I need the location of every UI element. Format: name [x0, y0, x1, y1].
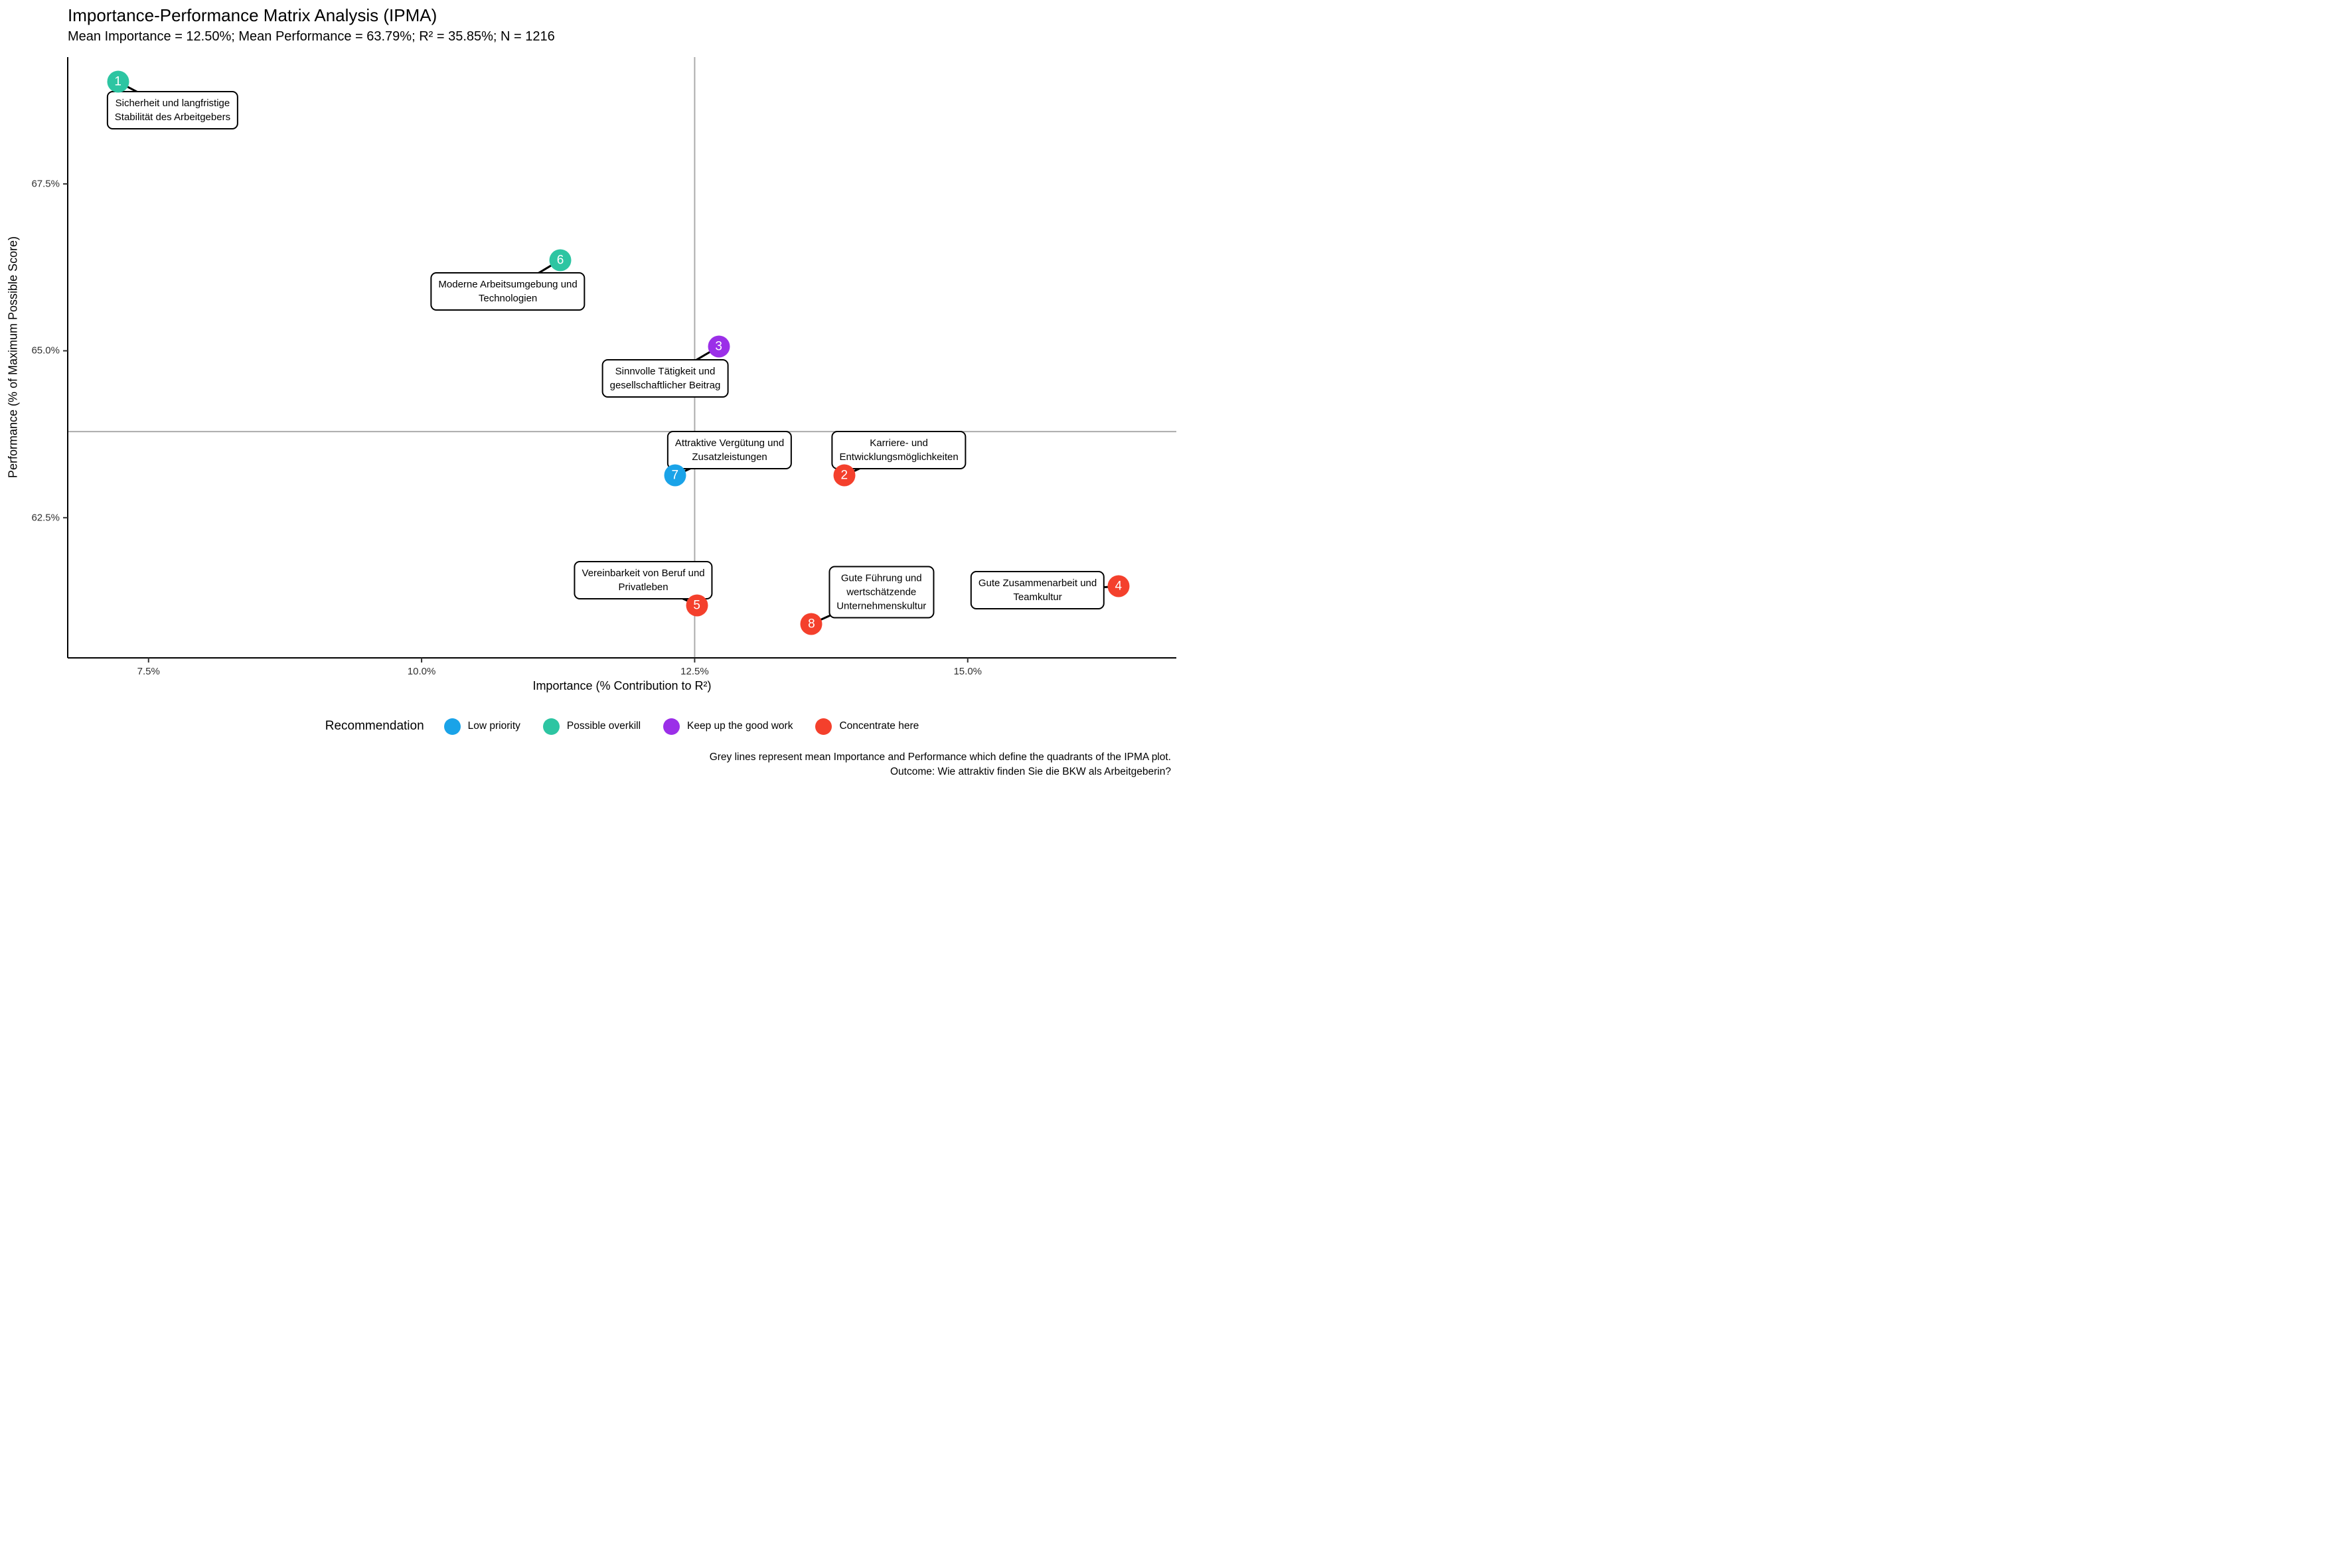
point-label-text: Entwicklungsmöglichkeiten: [839, 451, 959, 463]
legend: Recommendation Low priority Possible over…: [68, 714, 1176, 738]
point-label-2: Karriere- und Entwicklungsmöglichkeiten: [831, 431, 967, 470]
point-label-6: Moderne Arbeitsumgebung und Technologien: [430, 272, 586, 311]
point-label-7: Attraktive Vergütung und Zusatzleistungen: [666, 431, 793, 470]
ipma-chart: Importance-Performance Matrix Analysis (…: [0, 0, 1176, 784]
y-tick-label: 62.5%: [31, 512, 60, 524]
chart-subtitle: Mean Importance = 12.50%; Mean Performan…: [68, 29, 555, 44]
data-point-3: 3: [708, 335, 730, 358]
point-label-text: gesellschaftlicher Beitrag: [609, 379, 721, 391]
x-tick-label: 15.0%: [953, 666, 982, 677]
point-label-text: Gute Führung und: [840, 572, 922, 584]
legend-item-label: Keep up the good work: [687, 720, 793, 732]
x-axis-title: Importance (% Contribution to R²): [532, 679, 712, 692]
x-tick-label: 10.0%: [407, 666, 436, 677]
x-tick-label: 12.5%: [680, 666, 709, 677]
legend-item-label: Concentrate here: [839, 720, 919, 732]
legend-title: Recommendation: [325, 719, 424, 733]
point-label-text: Stabilität des Arbeitgebers: [114, 112, 231, 123]
point-label-8: Gute Führung und wertschätzende Unternehme…: [828, 566, 935, 619]
legend-items: Low priority Possible overkill Keep up the…: [443, 718, 919, 735]
legend-dot-icon: [815, 718, 832, 735]
y-tick-label: 65.0%: [31, 345, 60, 356]
caption-line-1: Grey lines represent mean Importance and…: [709, 751, 1171, 763]
point-label-text: Sinnvolle Tätigkeit und: [615, 365, 716, 377]
x-tick-label: 7.5%: [137, 666, 160, 677]
point-label-text: Gute Zusammenarbeit und: [978, 578, 1097, 589]
point-label-text: Moderne Arbeitsumgebung und: [438, 278, 578, 290]
point-label-text: Attraktive Vergütung und: [674, 437, 785, 449]
legend-item: Low priority: [443, 718, 520, 735]
point-label-text: Vereinbarkeit von Beruf und: [582, 568, 705, 580]
point-label-text: Technologien: [478, 292, 538, 304]
data-point-5: 5: [686, 594, 708, 617]
legend-item: Keep up the good work: [663, 718, 793, 735]
legend-item-label: Possible overkill: [566, 720, 641, 732]
point-label-text: Privatleben: [618, 582, 668, 593]
point-label-4: Gute Zusammenarbeit und Teamkultur: [970, 571, 1105, 610]
point-label-text: Sicherheit und langfristige: [115, 98, 230, 110]
point-label-text: Unternehmenskultur: [836, 600, 927, 612]
y-axis-title: Performance (% of Maximum Possible Score…: [6, 236, 20, 479]
data-point-6: 6: [549, 249, 572, 272]
point-label-text: wertschätzende: [846, 586, 917, 598]
point-label-text: Zusatzleistungen: [692, 451, 767, 463]
legend-item: Concentrate here: [815, 718, 919, 735]
caption-line-2: Outcome: Wie attraktiv finden Sie die BK…: [890, 766, 1171, 777]
point-label-text: Teamkultur: [1013, 591, 1062, 603]
legend-dot-icon: [542, 718, 560, 735]
legend-dot-icon: [663, 718, 680, 735]
legend-dot-icon: [443, 718, 461, 735]
point-label-5: Vereinbarkeit von Beruf und Privatleben: [574, 561, 713, 600]
legend-item: Possible overkill: [542, 718, 641, 735]
legend-item-label: Low priority: [467, 720, 520, 732]
point-label-1: Sicherheit und langfristige Stabilität de…: [106, 91, 239, 130]
data-point-7: 7: [664, 464, 686, 487]
y-tick-label: 67.5%: [31, 178, 60, 190]
data-point-8: 8: [800, 613, 823, 635]
point-label-3: Sinnvolle Tätigkeit und gesellschaftliche…: [601, 358, 729, 398]
data-point-2: 2: [833, 464, 856, 487]
chart-title: Importance-Performance Matrix Analysis (…: [68, 5, 437, 25]
data-point-4: 4: [1107, 575, 1130, 597]
point-label-text: Karriere- und: [870, 437, 928, 449]
data-point-1: 1: [107, 70, 129, 93]
